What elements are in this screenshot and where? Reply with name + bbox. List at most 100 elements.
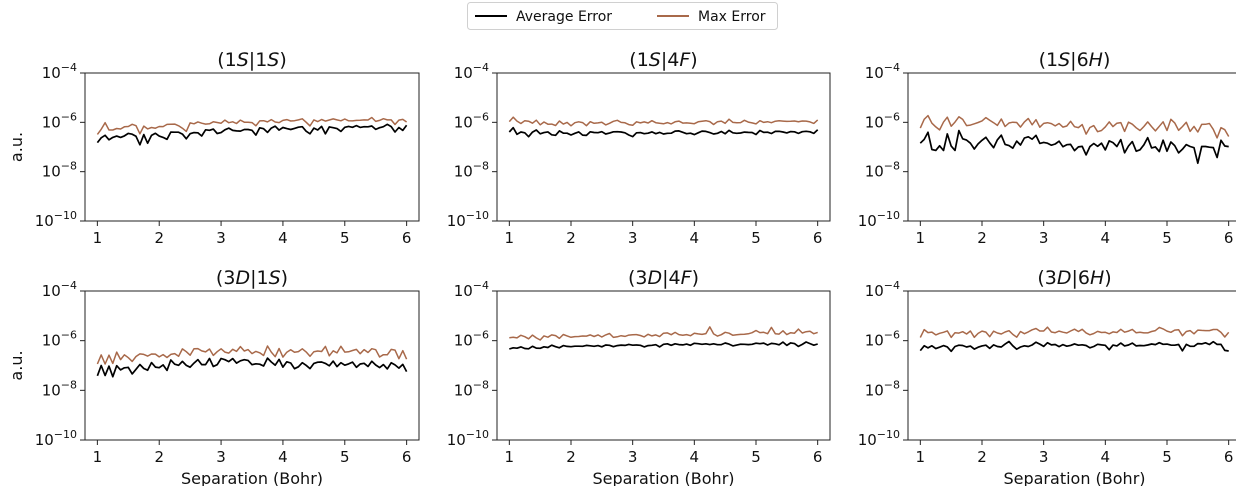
title-part: |6 [1070, 49, 1089, 71]
y-tick-label: 10−8 [42, 160, 77, 181]
title-part: D [1057, 267, 1072, 289]
plot-frame [907, 72, 1236, 222]
title-part: |6 [1071, 267, 1090, 289]
y-tick-base: 10 [865, 381, 884, 399]
legend-label: Average Error [516, 9, 612, 25]
x-axis-label: Separation (Bohr) [1003, 469, 1145, 486]
y-tick-exponent: −8 [473, 160, 489, 173]
y-tick-exponent: −8 [61, 160, 77, 173]
y-tick-base: 10 [454, 381, 473, 399]
y-tick-exponent: −8 [61, 378, 77, 391]
title-part: (3 [628, 267, 648, 289]
y-tick-base: 10 [447, 212, 466, 230]
title-part: ) [281, 267, 288, 289]
legend-box [467, 2, 778, 30]
title-part: S [649, 49, 661, 71]
max-error-line [919, 326, 1230, 339]
title-part: |4 [661, 49, 680, 71]
y-axis-label: a.u. [7, 350, 26, 380]
max-error-line [508, 116, 819, 127]
y-tick-label: 10−4 [42, 279, 77, 300]
max-error-line [919, 114, 1230, 139]
y-tick-label: 10−8 [865, 160, 900, 181]
y-tick-label: 10−8 [454, 378, 489, 399]
x-tick-label: 5 [340, 448, 350, 466]
panel-title: (3D|4F) [628, 267, 699, 289]
average-error-line [919, 340, 1229, 353]
y-tick-label: 10−8 [454, 160, 489, 181]
x-tick-label: 2 [154, 448, 164, 466]
y-tick-base: 10 [865, 282, 884, 300]
average-error-line [509, 341, 818, 350]
x-tick-label: 3 [1039, 448, 1049, 466]
title-part: H [1089, 49, 1103, 71]
title-part: ) [690, 49, 697, 71]
y-tick-label: 10−4 [42, 61, 77, 82]
title-part: S [269, 267, 281, 289]
legend-entry-average-error: Average Error [475, 9, 612, 25]
title-part: F [681, 267, 693, 289]
y-tick-label: 10−6 [454, 110, 489, 131]
x-tick-label: 2 [977, 229, 987, 247]
title-part: S [1058, 49, 1070, 71]
x-tick-label: 4 [278, 448, 288, 466]
title-part: (1 [629, 49, 649, 71]
x-tick-label: 6 [813, 229, 823, 247]
y-tick-exponent: −4 [473, 61, 489, 74]
x-tick-label: 6 [813, 448, 823, 466]
y-tick-base: 10 [454, 163, 473, 181]
x-tick-label: 2 [566, 448, 576, 466]
y-tick-exponent: −6 [61, 329, 77, 342]
y-tick-label: 10−6 [865, 110, 900, 131]
y-tick-base: 10 [447, 431, 466, 449]
y-tick-label: 10−10 [447, 428, 489, 449]
x-tick-label: 5 [340, 229, 350, 247]
title-part: H [1090, 267, 1104, 289]
y-tick-label: 10−8 [865, 378, 900, 399]
title-part: |1 [249, 49, 268, 71]
y-tick-exponent: −6 [884, 110, 900, 123]
x-tick-label: 2 [154, 229, 164, 247]
y-tick-exponent: −4 [884, 279, 900, 292]
x-tick-label: 1 [505, 448, 515, 466]
y-tick-base: 10 [454, 113, 473, 131]
y-tick-label: 10−4 [865, 279, 900, 300]
x-tick-label: 3 [216, 229, 226, 247]
max-error-line [509, 326, 818, 341]
y-tick-base: 10 [42, 163, 61, 181]
legend-label: Max Error [698, 9, 766, 25]
y-tick-label: 10−6 [42, 110, 77, 131]
y-tick-exponent: −8 [473, 378, 489, 391]
legend: Average Error Max Error [467, 2, 778, 30]
y-tick-exponent: −4 [61, 61, 77, 74]
y-tick-base: 10 [858, 431, 877, 449]
title-part: (1 [217, 49, 237, 71]
y-tick-exponent: −6 [61, 110, 77, 123]
x-tick-label: 3 [1039, 229, 1049, 247]
x-tick-label: 4 [690, 229, 700, 247]
y-tick-exponent: −10 [54, 428, 77, 441]
panel-title: (3D|6H) [1037, 267, 1111, 289]
y-tick-base: 10 [454, 64, 473, 82]
average-error-line [96, 123, 408, 146]
y-tick-base: 10 [42, 332, 61, 350]
plot-frame [84, 72, 420, 222]
y-tick-label: 10−10 [858, 209, 900, 230]
plot-frame [496, 290, 831, 441]
x-tick-label: 3 [216, 448, 226, 466]
x-tick-label: 1 [93, 229, 103, 247]
chart-panel-5: (3D|4F)1 2 3 4 5 610−1010−810−610−4Separation… [447, 267, 831, 486]
y-tick-exponent: −6 [473, 329, 489, 342]
title-part: ) [279, 49, 286, 71]
x-tick-label: 5 [751, 229, 761, 247]
y-tick-exponent: −4 [884, 61, 900, 74]
average-error-line [508, 126, 819, 138]
y-tick-base: 10 [42, 64, 61, 82]
title-part: S [267, 49, 279, 71]
y-tick-base: 10 [865, 64, 884, 82]
title-part: ) [1104, 267, 1111, 289]
y-tick-base: 10 [35, 212, 54, 230]
y-tick-base: 10 [42, 113, 61, 131]
